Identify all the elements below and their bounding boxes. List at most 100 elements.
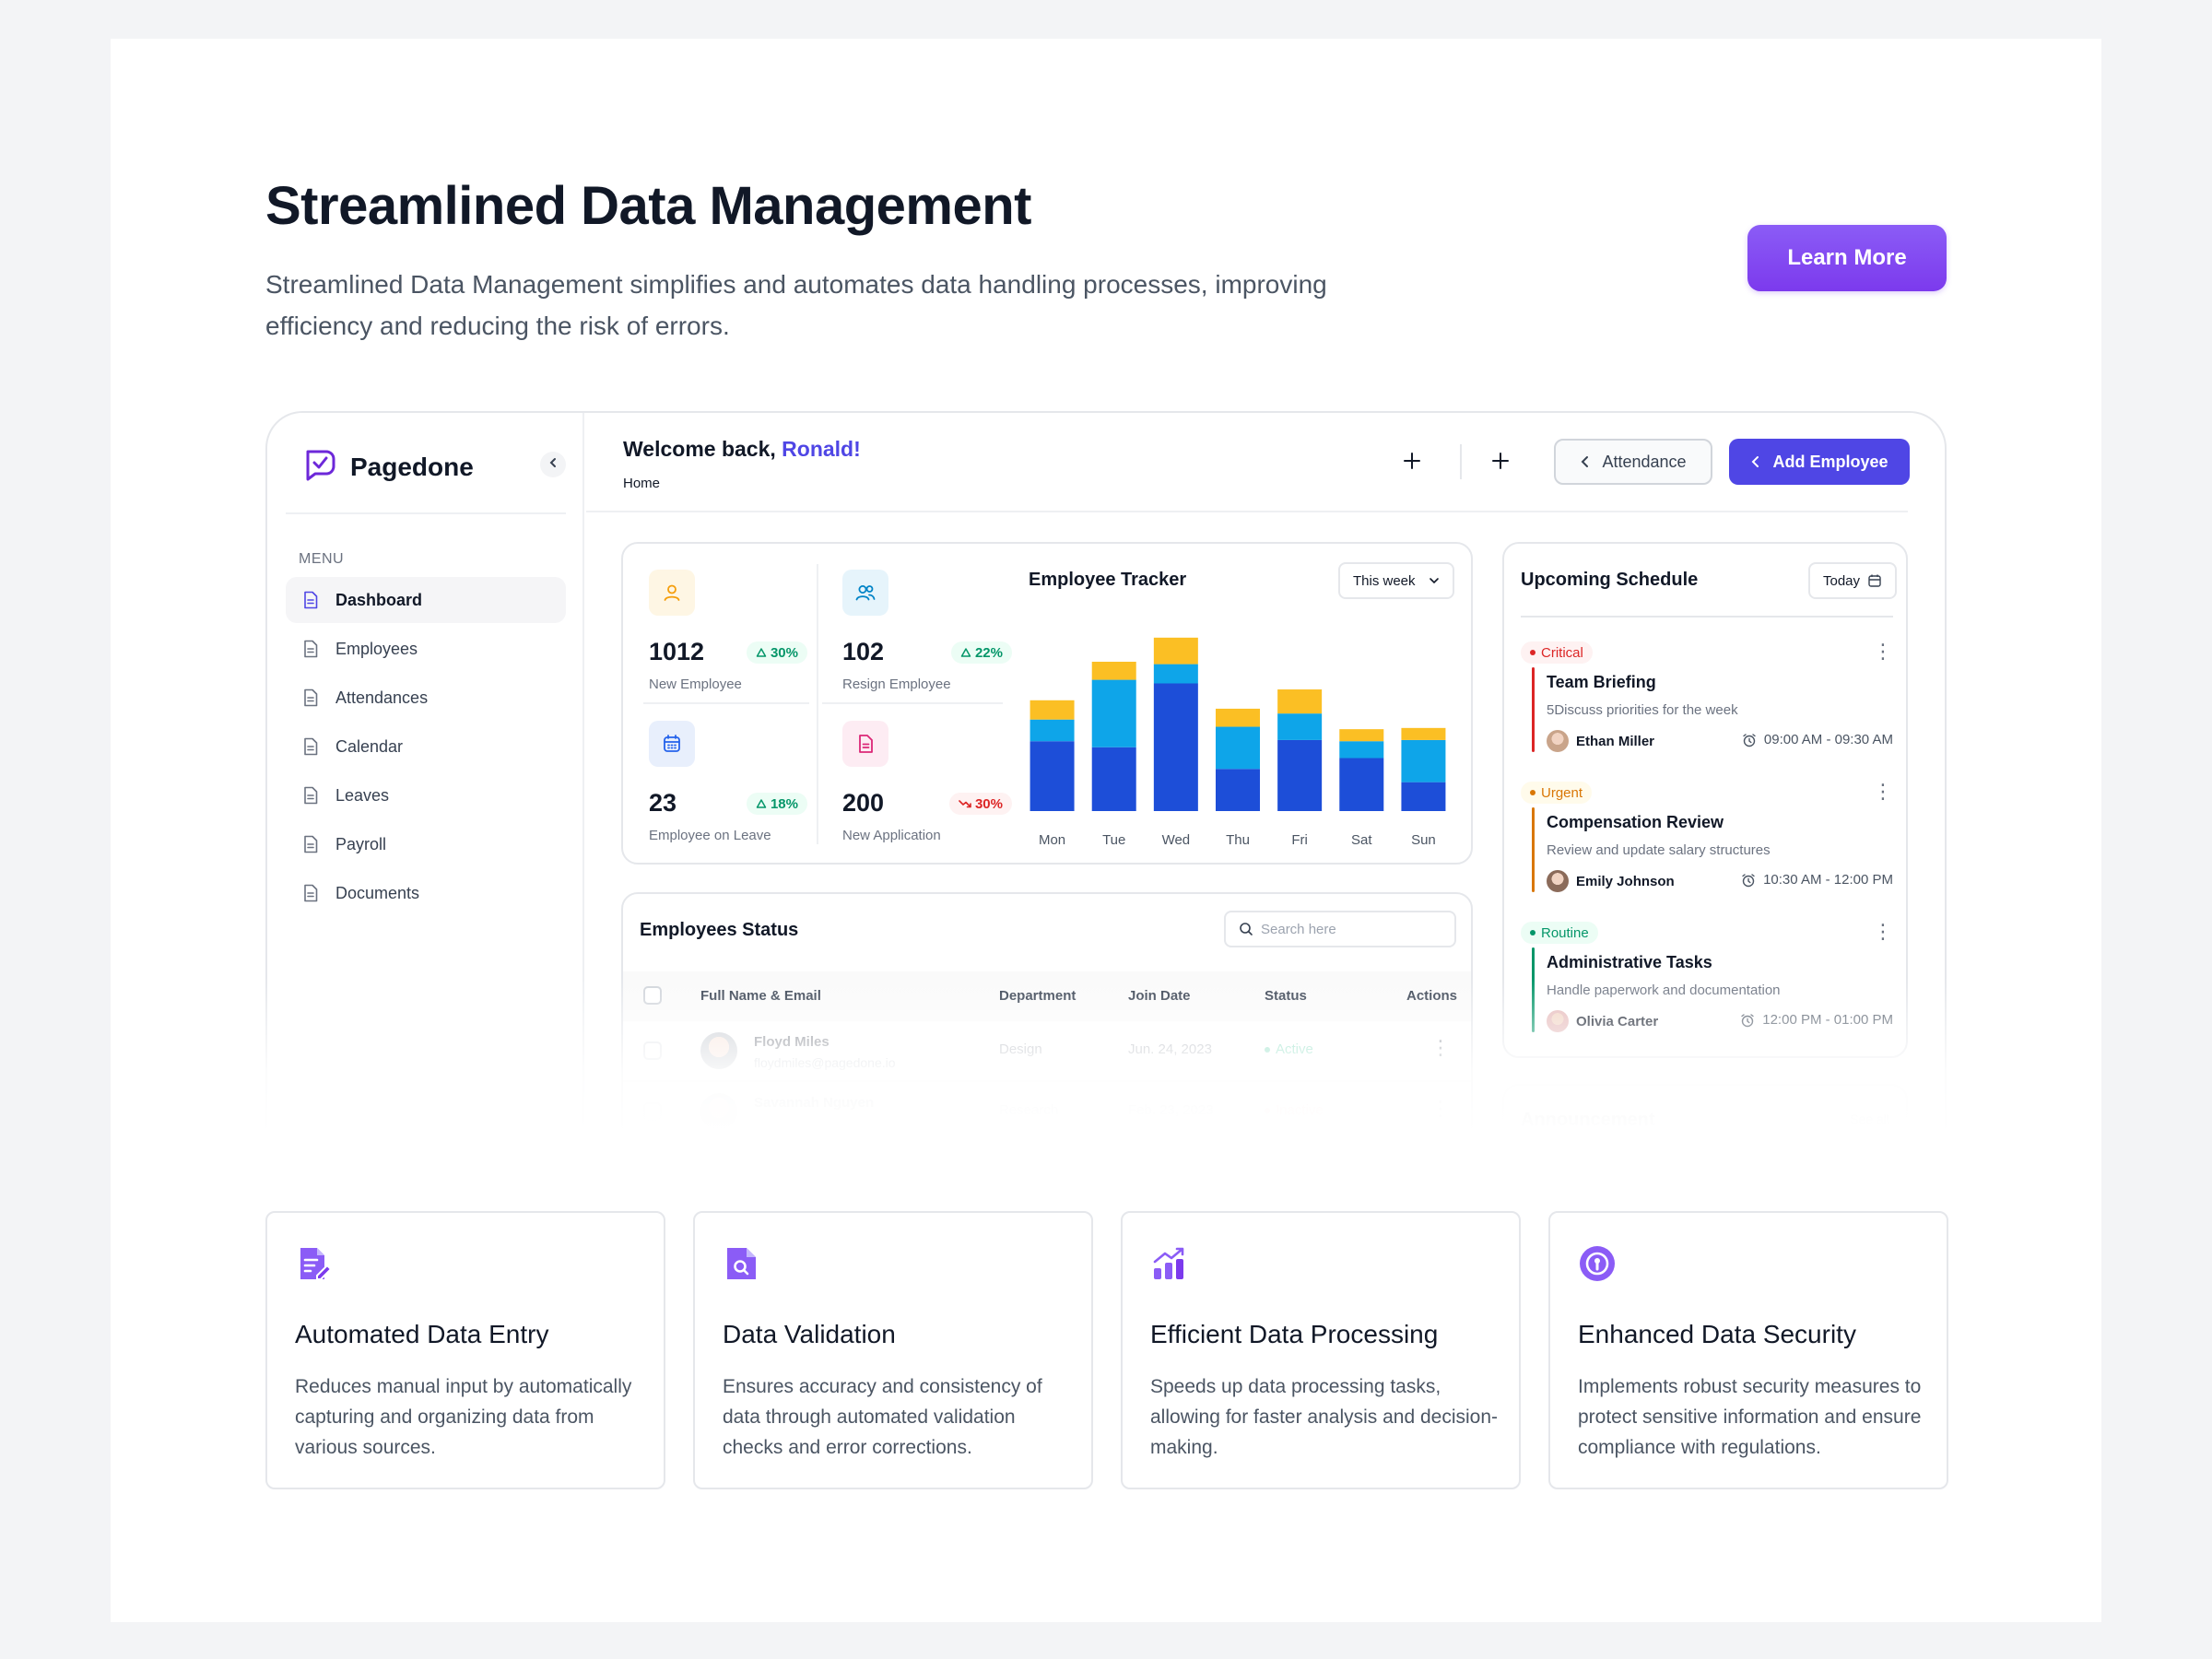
learn-more-button[interactable]: Learn More <box>1747 225 1947 291</box>
priority-dot <box>1530 650 1535 655</box>
attendance-button[interactable]: Attendance <box>1554 439 1712 485</box>
calendar-icon <box>1868 574 1881 587</box>
priority-dot <box>1530 790 1535 795</box>
welcome-prefix: Welcome back, <box>623 437 782 461</box>
sidebar-item-dashboard[interactable]: Dashboard <box>286 577 566 623</box>
bar-segment[interactable] <box>1153 664 1198 684</box>
hero-title: Streamlined Data Management <box>265 176 1031 236</box>
bar-segment[interactable] <box>1216 726 1260 770</box>
document-icon <box>300 834 321 854</box>
alarm-clock-icon <box>1741 1013 1754 1027</box>
stats-vertical-divider <box>817 564 818 844</box>
tracker-title: Employee Tracker <box>1029 570 1187 590</box>
more-options-icon[interactable]: ⋮ <box>1873 640 1893 663</box>
more-actions-icon[interactable]: ⋮ <box>1430 1036 1451 1059</box>
bar-segment[interactable] <box>1339 758 1384 811</box>
bar-segment[interactable] <box>1401 739 1446 782</box>
table-row[interactable]: Floyd Miles floydmiles@pagedone.io Desig… <box>623 1021 1471 1082</box>
column-header-status[interactable]: Status <box>1265 988 1307 1004</box>
column-header-join-date[interactable]: Join Date <box>1128 988 1191 1004</box>
see-all-link[interactable]: See all <box>1850 1112 1889 1126</box>
table-row[interactable]: Savannah Nguyen Research Feb. 23, 2023 I… <box>623 1082 1471 1130</box>
bar-segment[interactable] <box>1216 769 1260 811</box>
stats-horizontal-divider <box>643 702 809 704</box>
schedule-event[interactable]: Urgent ⋮ Compensation Review Review and … <box>1521 782 1893 920</box>
feature-card-enhanced-data-security[interactable]: Enhanced Data Security Implements robust… <box>1548 1211 1948 1489</box>
search-input[interactable]: Search here <box>1224 911 1456 947</box>
bar-segment[interactable] <box>1153 637 1198 665</box>
bar-segment[interactable] <box>1091 679 1136 747</box>
stat-label: New Application <box>842 828 941 843</box>
document-icon <box>300 736 321 757</box>
welcome-message: Welcome back, Ronald! <box>623 437 861 462</box>
stat-employee-on-leave[interactable]: 23 18% Employee on Leave <box>649 721 807 859</box>
feature-description: Speeds up data processing tasks, allowin… <box>1150 1376 1499 1458</box>
breadcrumb[interactable]: Home <box>623 476 661 491</box>
schedule-event[interactable]: Routine ⋮ Administrative Tasks Handle pa… <box>1521 922 1893 1060</box>
priority-label: Urgent <box>1541 784 1583 801</box>
schedule-filter-button[interactable]: Today <box>1808 562 1897 599</box>
more-options-icon[interactable]: ⋮ <box>1873 780 1893 803</box>
bar-segment[interactable] <box>1091 747 1136 811</box>
bar-segment[interactable] <box>1277 739 1323 811</box>
more-actions-icon[interactable]: ⋮ <box>1430 1097 1451 1120</box>
bar-segment[interactable] <box>1030 700 1075 720</box>
bar-segment[interactable] <box>1277 713 1323 740</box>
employee-email: floydmiles@pagedone.io <box>754 1055 896 1070</box>
feature-card-efficient-data-processing[interactable]: Efficient Data Processing Speeds up data… <box>1121 1211 1521 1489</box>
stat-change: 18% <box>770 795 798 812</box>
sidebar: Pagedone MENU Dashboard Employees Attendan… <box>267 413 584 1130</box>
column-header-name[interactable]: Full Name & Email <box>700 988 821 1004</box>
feature-description: Ensures accuracy and consistency of data… <box>723 1376 1042 1458</box>
bar-segment[interactable] <box>1030 719 1075 742</box>
schedule-filter-label: Today <box>1822 572 1861 589</box>
bar-segment[interactable] <box>1277 689 1323 714</box>
announcement-card: Announcement See all <box>1502 1084 1908 1130</box>
period-select[interactable]: This week <box>1338 562 1454 599</box>
stat-value: 23 <box>649 789 677 817</box>
document-icon <box>842 721 888 767</box>
feature-title: Enhanced Data Security <box>1578 1320 1856 1348</box>
add-icon-button-2[interactable] <box>1486 446 1515 476</box>
document-icon <box>300 785 321 806</box>
sidebar-item-calendar[interactable]: Calendar <box>286 724 566 770</box>
stat-new-application[interactable]: 200 30% New Application <box>842 721 1012 859</box>
brand-logo[interactable]: Pagedone <box>300 446 474 488</box>
sidebar-menu: Dashboard Employees Attendances Calendar Lea… <box>286 577 566 919</box>
sidebar-item-attendances[interactable]: Attendances <box>286 675 566 721</box>
stat-resign-employee[interactable]: 102 22% Resign Employee <box>842 570 1012 708</box>
stat-change-badge: 18% <box>746 793 807 815</box>
sidebar-item-documents[interactable]: Documents <box>286 870 566 916</box>
bar-segment[interactable] <box>1030 741 1075 811</box>
bar-segment[interactable] <box>1153 683 1198 811</box>
x-tick-label: Sun <box>1411 832 1436 848</box>
x-tick-label: Fri <box>1291 832 1308 848</box>
feature-card-automated-data-entry[interactable]: Automated Data Entry Reduces manual inpu… <box>265 1211 665 1489</box>
column-header-department[interactable]: Department <box>999 988 1077 1004</box>
more-options-icon[interactable]: ⋮ <box>1873 920 1893 943</box>
users-icon <box>842 570 888 616</box>
bar-segment[interactable] <box>1216 708 1260 727</box>
priority-badge: Urgent <box>1521 782 1593 804</box>
event-subtitle: Review and update salary structures <box>1547 842 1771 858</box>
add-icon-button[interactable] <box>1397 446 1427 476</box>
bar-segment[interactable] <box>1401 727 1446 740</box>
collapse-sidebar-button[interactable] <box>540 452 566 477</box>
schedule-event[interactable]: Critical ⋮ Team Briefing 5Discuss priori… <box>1521 641 1893 780</box>
document-icon <box>300 688 321 708</box>
stat-new-employee[interactable]: 1012 30% New Employee <box>649 570 807 708</box>
sidebar-item-leaves[interactable]: Leaves <box>286 772 566 818</box>
avatar <box>700 1093 737 1130</box>
row-checkbox[interactable] <box>643 1102 662 1121</box>
sidebar-item-employees[interactable]: Employees <box>286 626 566 672</box>
bar-segment[interactable] <box>1339 729 1384 742</box>
sidebar-item-payroll[interactable]: Payroll <box>286 821 566 867</box>
bar-segment[interactable] <box>1401 782 1446 811</box>
select-all-checkbox[interactable] <box>643 986 662 1005</box>
feature-card-data-validation[interactable]: Data Validation Ensures accuracy and con… <box>693 1211 1093 1489</box>
row-checkbox[interactable] <box>643 1041 662 1060</box>
bar-segment[interactable] <box>1091 661 1136 680</box>
add-employee-button[interactable]: Add Employee <box>1729 439 1910 485</box>
bar-segment[interactable] <box>1339 741 1384 759</box>
status-text: Inactive <box>1276 1102 1324 1118</box>
